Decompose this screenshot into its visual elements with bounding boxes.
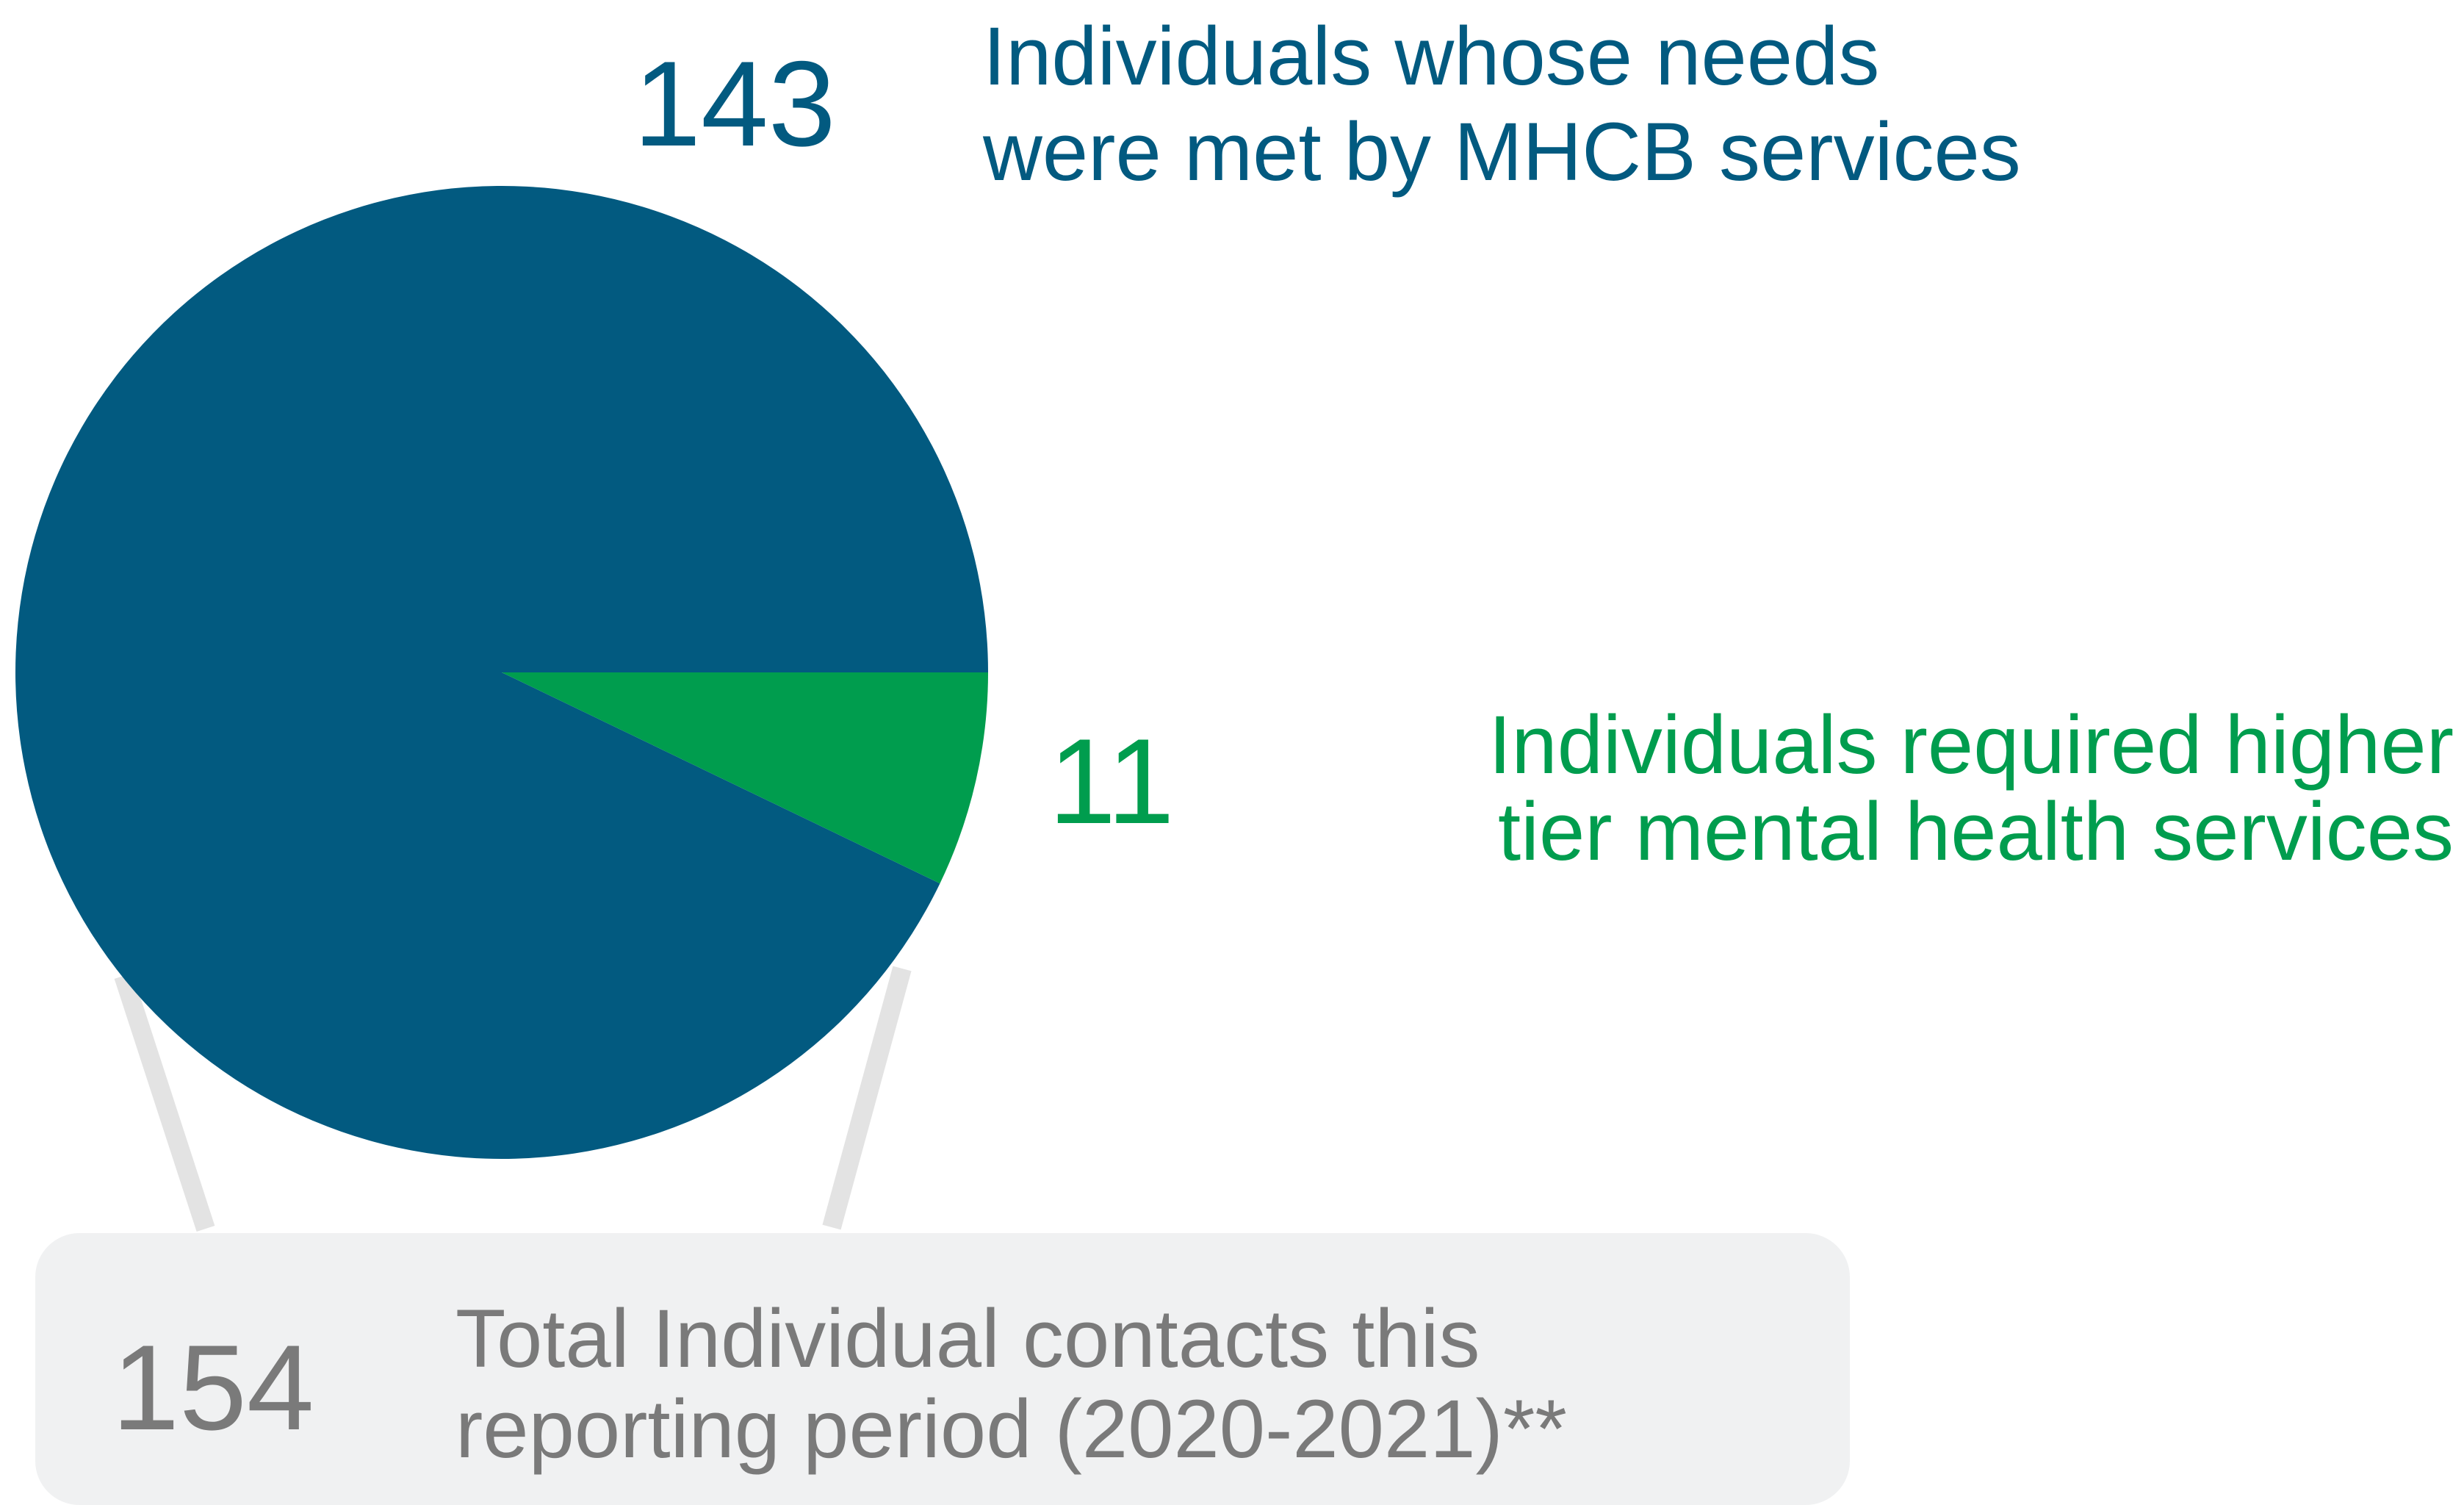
slice-label-higher-tier-line2: tier mental health services bbox=[1498, 786, 2454, 877]
total-label-line2: reporting period (2020-2021)** bbox=[455, 1383, 1567, 1475]
slice-value-higher-tier: 11 bbox=[1048, 714, 1174, 849]
pie-slice-needs-met bbox=[15, 185, 989, 1159]
connector-line-left bbox=[114, 972, 215, 1232]
total-box bbox=[35, 1233, 1850, 1505]
slice-label-needs-met-line2: were met by MHCB services bbox=[982, 106, 2021, 198]
pie-slice-higher-tier bbox=[502, 672, 988, 884]
slice-label-needs-met-line1: Individuals whose needs bbox=[983, 10, 1879, 102]
total-value: 154 bbox=[112, 1320, 314, 1455]
connector-line-right bbox=[822, 966, 912, 1230]
total-label-line1: Total Individual contacts this bbox=[455, 1293, 1480, 1384]
slice-label-higher-tier-line1: Individuals required higher bbox=[1488, 699, 2454, 791]
slice-value-needs-met: 143 bbox=[633, 36, 835, 171]
